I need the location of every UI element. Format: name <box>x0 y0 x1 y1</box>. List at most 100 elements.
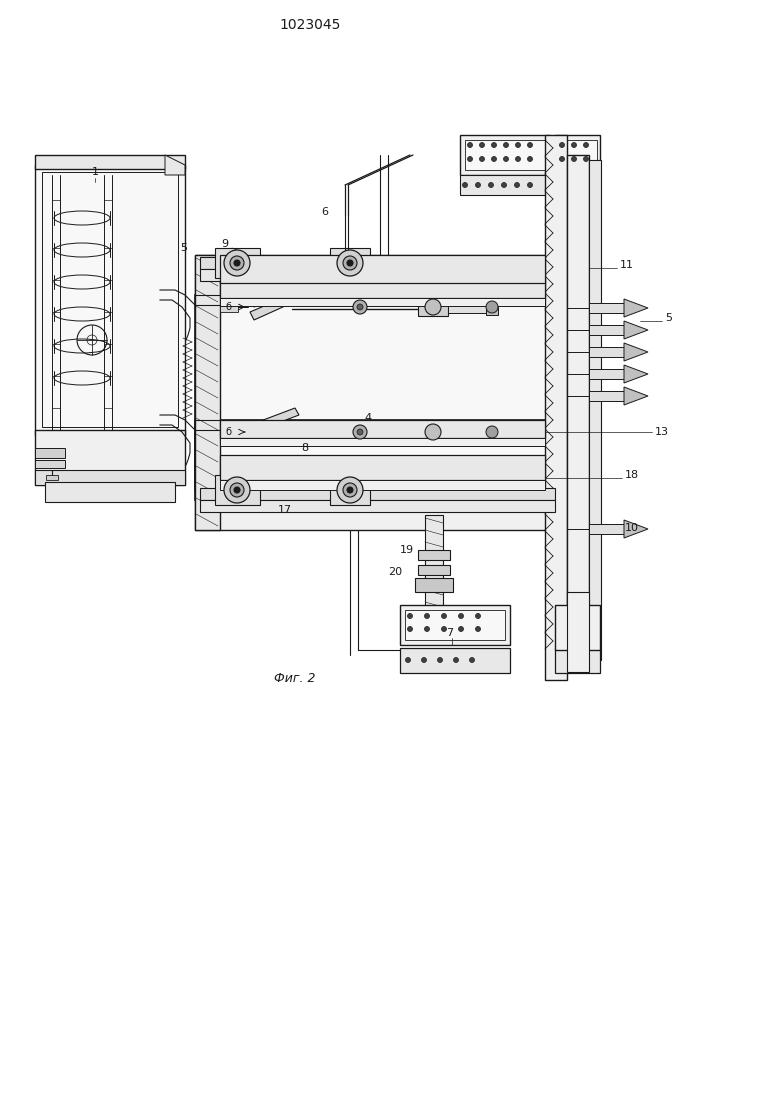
Text: 20: 20 <box>388 567 402 577</box>
Text: б: б <box>225 427 231 437</box>
Circle shape <box>438 657 442 663</box>
Bar <box>35 165 185 435</box>
Circle shape <box>527 157 533 161</box>
Bar <box>200 269 555 281</box>
Circle shape <box>230 256 244 270</box>
Circle shape <box>491 157 497 161</box>
Circle shape <box>502 182 506 188</box>
Circle shape <box>480 157 484 161</box>
Bar <box>195 295 560 500</box>
Bar <box>448 301 488 313</box>
Bar <box>215 475 260 505</box>
Circle shape <box>527 142 533 148</box>
Circle shape <box>572 157 576 161</box>
Bar <box>220 420 545 438</box>
Circle shape <box>583 142 588 148</box>
Polygon shape <box>624 299 648 317</box>
Circle shape <box>467 142 473 148</box>
Bar <box>448 427 488 438</box>
Circle shape <box>353 300 367 314</box>
Bar <box>220 298 545 306</box>
Circle shape <box>470 657 474 663</box>
Circle shape <box>343 256 357 270</box>
Circle shape <box>424 627 430 632</box>
Text: 7: 7 <box>446 628 453 638</box>
Circle shape <box>504 142 509 148</box>
Circle shape <box>407 627 413 632</box>
Text: 9: 9 <box>222 239 229 249</box>
Circle shape <box>476 182 480 188</box>
Circle shape <box>234 260 240 266</box>
Bar <box>415 578 453 592</box>
Text: Фиг. 2: Фиг. 2 <box>275 672 316 685</box>
Bar <box>215 248 260 278</box>
Circle shape <box>516 142 520 148</box>
Bar <box>200 500 555 512</box>
Circle shape <box>425 424 441 440</box>
Bar <box>200 488 555 500</box>
Text: 1: 1 <box>91 167 98 176</box>
Circle shape <box>337 476 363 503</box>
Bar <box>460 135 550 175</box>
Bar <box>567 592 589 672</box>
Circle shape <box>572 142 576 148</box>
Bar <box>486 299 498 315</box>
Text: 4: 4 <box>364 413 371 422</box>
Circle shape <box>441 613 446 619</box>
Bar <box>486 425 498 440</box>
Text: 10: 10 <box>625 523 639 533</box>
Circle shape <box>353 425 367 439</box>
Circle shape <box>559 142 565 148</box>
Bar <box>330 248 370 278</box>
Polygon shape <box>624 321 648 339</box>
Text: 17: 17 <box>278 505 292 515</box>
Bar <box>418 565 450 575</box>
Bar <box>35 430 185 485</box>
Text: 19: 19 <box>400 545 414 555</box>
Circle shape <box>459 627 463 632</box>
Text: 8: 8 <box>301 443 309 453</box>
Bar <box>330 475 370 505</box>
Bar <box>42 172 178 427</box>
Bar <box>195 420 560 490</box>
Circle shape <box>424 613 430 619</box>
Bar <box>589 524 624 534</box>
Circle shape <box>516 157 520 161</box>
Text: 18: 18 <box>625 470 639 480</box>
Circle shape <box>224 250 250 276</box>
Bar <box>35 448 65 458</box>
Circle shape <box>347 488 353 493</box>
Circle shape <box>406 657 410 663</box>
Bar <box>195 255 560 297</box>
Text: 1023045: 1023045 <box>279 18 341 32</box>
Circle shape <box>559 157 565 161</box>
Circle shape <box>476 627 480 632</box>
Bar <box>558 140 597 170</box>
Circle shape <box>583 157 588 161</box>
Text: б: б <box>225 302 231 312</box>
Bar <box>545 135 567 681</box>
Circle shape <box>527 182 533 188</box>
Bar <box>589 390 624 401</box>
Bar <box>220 427 238 437</box>
Bar <box>555 175 600 195</box>
Bar <box>555 647 600 673</box>
Bar <box>35 460 65 468</box>
Text: 5: 5 <box>665 313 672 323</box>
Circle shape <box>515 182 519 188</box>
Bar <box>45 482 175 502</box>
Bar <box>555 606 600 650</box>
Bar <box>589 160 601 660</box>
Polygon shape <box>250 295 294 320</box>
Bar <box>418 550 450 560</box>
Polygon shape <box>624 343 648 361</box>
Polygon shape <box>250 408 299 432</box>
Bar <box>589 303 624 313</box>
Bar <box>589 325 624 335</box>
Circle shape <box>421 657 427 663</box>
Bar <box>425 515 443 615</box>
Polygon shape <box>624 365 648 383</box>
Circle shape <box>224 476 250 503</box>
Bar <box>220 438 545 446</box>
Bar <box>460 175 550 195</box>
